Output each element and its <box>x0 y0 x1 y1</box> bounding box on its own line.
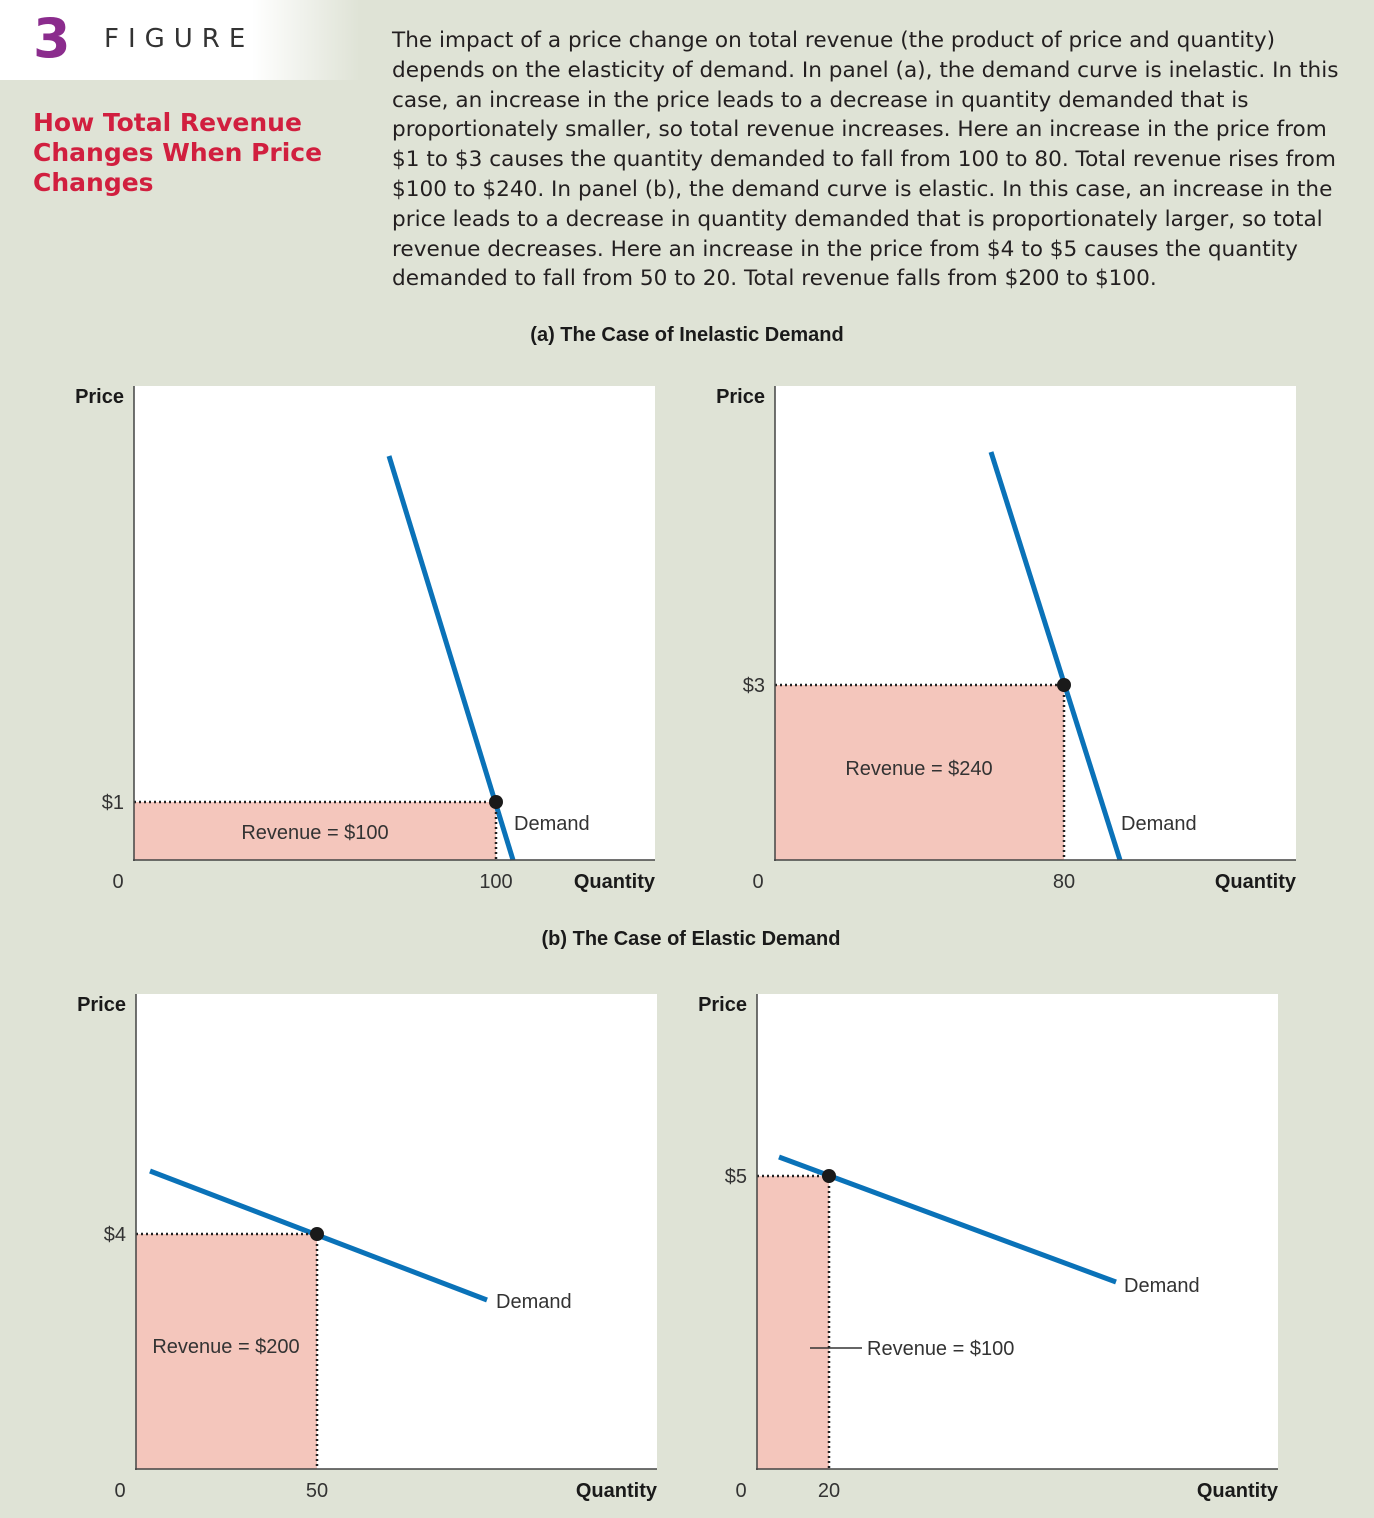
x-axis-title: Quantity <box>1215 871 1297 893</box>
revenue-area <box>757 1176 829 1469</box>
x-axis-title: Quantity <box>576 1480 658 1502</box>
figure-title: How Total Revenue Changes When Price Cha… <box>33 108 323 197</box>
figure-caption: The impact of a price change on total re… <box>392 28 1339 292</box>
x-axis-title: Quantity <box>574 871 656 893</box>
equilibrium-point <box>1057 678 1071 692</box>
y-tick-price: $4 <box>104 1224 126 1246</box>
revenue-area <box>775 685 1064 860</box>
y-axis-title: Price <box>698 994 747 1016</box>
demand-curve <box>988 451 1123 861</box>
revenue-label: Revenue = $200 <box>152 1336 299 1358</box>
equilibrium-point <box>489 795 503 809</box>
panel-b-label: (b) The Case of Elastic Demand <box>542 928 841 950</box>
demand-label: Demand <box>1124 1275 1200 1297</box>
x-tick-quantity: 100 <box>479 871 512 893</box>
x-tick-quantity: 80 <box>1053 871 1075 893</box>
y-tick-price: $1 <box>102 792 124 814</box>
y-axis-title: Price <box>77 994 126 1016</box>
origin-label: 0 <box>114 1480 125 1502</box>
graph-inelastic-low-price: Price $1 0 100 Quantity Demand Revenue =… <box>75 386 656 893</box>
figure-header-band <box>0 0 360 80</box>
y-tick-price: $3 <box>743 675 765 697</box>
figure-label: FIGURE <box>104 24 255 54</box>
panel-a-label: (a) The Case of Inelastic Demand <box>530 324 843 346</box>
plot-area <box>134 386 655 860</box>
x-tick-quantity: 50 <box>306 1480 328 1502</box>
graph-elastic-low-price: Price $4 0 50 Quantity Demand Revenue = … <box>77 994 658 1502</box>
demand-label: Demand <box>1121 813 1197 835</box>
origin-label: 0 <box>752 871 763 893</box>
y-tick-price: $5 <box>725 1166 747 1188</box>
graph-elastic-high-price: Price $5 0 20 Quantity Demand Revenue = … <box>698 994 1279 1502</box>
revenue-label: Revenue = $240 <box>845 758 992 780</box>
x-tick-quantity: 20 <box>818 1480 840 1502</box>
graph-inelastic-high-price: Price $3 0 80 Quantity Demand Revenue = … <box>716 386 1297 893</box>
revenue-area <box>136 1234 317 1469</box>
x-axis-title: Quantity <box>1197 1480 1279 1502</box>
revenue-label: Revenue = $100 <box>867 1338 1014 1360</box>
revenue-area <box>134 802 496 860</box>
origin-label: 0 <box>735 1480 746 1502</box>
y-axis-title: Price <box>716 386 765 408</box>
demand-curve <box>386 455 516 861</box>
figure-number: 3 <box>33 7 71 70</box>
demand-label: Demand <box>496 1291 572 1313</box>
equilibrium-point <box>822 1169 836 1183</box>
origin-label: 0 <box>112 871 123 893</box>
y-axis-title: Price <box>75 386 124 408</box>
equilibrium-point <box>310 1227 324 1241</box>
revenue-label: Revenue = $100 <box>241 822 388 844</box>
plot-area <box>757 994 1278 1469</box>
demand-label: Demand <box>514 813 590 835</box>
